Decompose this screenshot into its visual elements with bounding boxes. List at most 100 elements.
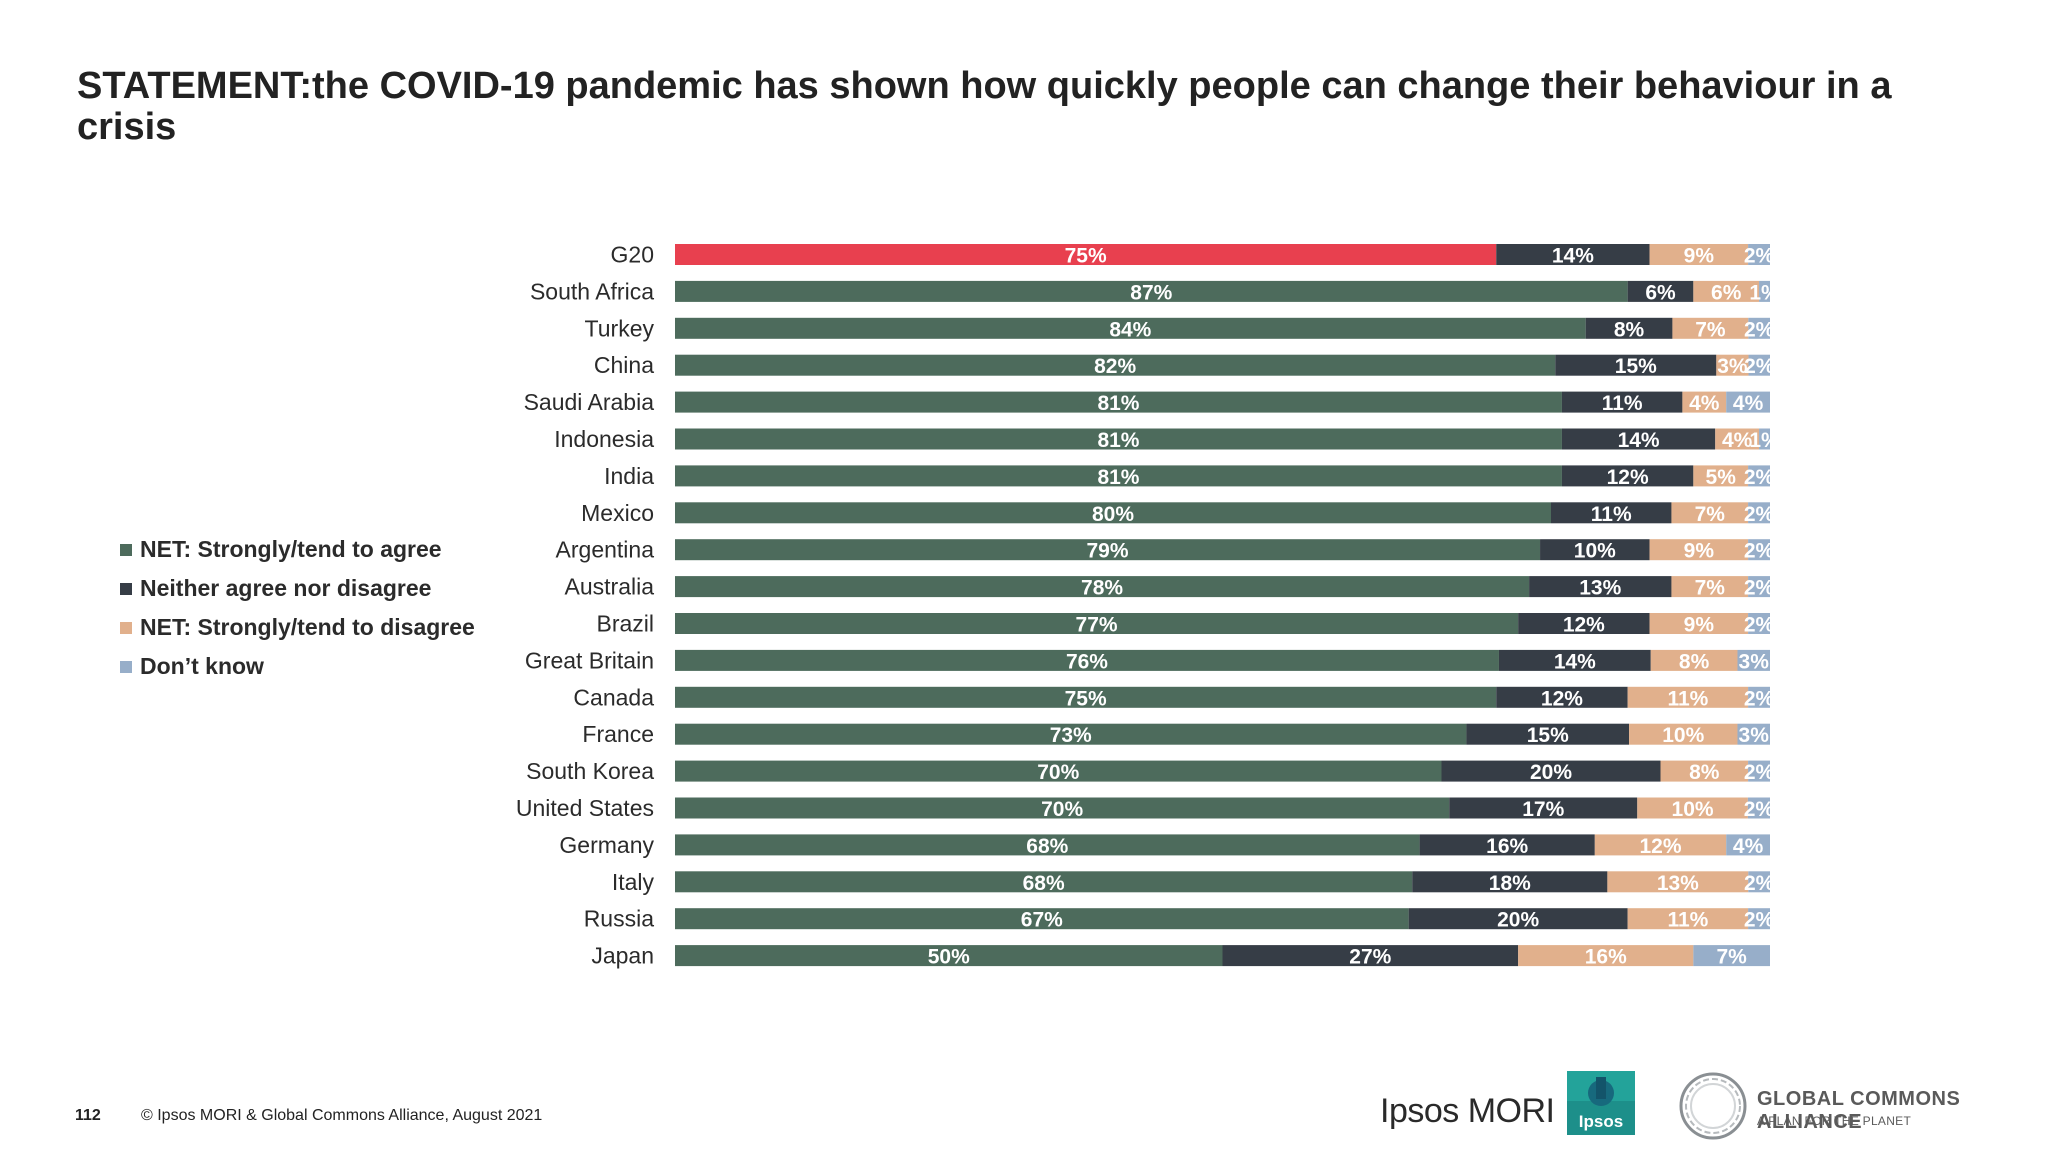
category-label: Great Britain	[525, 647, 654, 673]
value-label: 14%	[1554, 650, 1596, 673]
value-label: 84%	[1109, 318, 1151, 341]
bar-segment	[1441, 760, 1661, 782]
gca-logo-title: GLOBAL COMMONS ALLIANCE	[1757, 1088, 1961, 1133]
value-label: 2%	[1744, 466, 1775, 489]
value-label: 3%	[1739, 724, 1770, 747]
value-label: 87%	[1130, 281, 1172, 304]
value-label: 20%	[1530, 761, 1572, 784]
page-title: STATEMENT:the COVID-19 pandemic has show…	[77, 65, 1892, 148]
bar-segment	[1498, 649, 1651, 671]
legend-label: Neither agree nor disagree	[140, 575, 432, 601]
bar-segment	[1627, 686, 1749, 708]
value-label: 11%	[1591, 503, 1632, 526]
legend-item: NET: Strongly/tend to disagree	[120, 608, 475, 647]
category-label: Germany	[559, 832, 654, 858]
value-label: 2%	[1744, 245, 1775, 268]
bar-segment	[1660, 760, 1749, 782]
value-label: 6%	[1711, 281, 1742, 304]
bar-segment	[1693, 945, 1770, 967]
value-label: 10%	[1672, 798, 1714, 821]
category-label: Turkey	[585, 315, 655, 341]
bar-segment	[1607, 871, 1749, 893]
value-label: 11%	[1667, 687, 1708, 710]
bar-segment	[1748, 317, 1770, 339]
bar-segment	[1672, 317, 1749, 339]
bar-segment	[675, 760, 1442, 782]
legend-swatch	[120, 660, 132, 673]
value-label: 9%	[1684, 540, 1715, 563]
bar-segment	[1748, 539, 1770, 561]
bar-segment	[1716, 354, 1749, 376]
bar-segment	[1748, 908, 1770, 930]
bar-segment	[1671, 576, 1749, 598]
bar-segment	[675, 834, 1420, 856]
bar-segment	[675, 317, 1586, 339]
legend-label: Don’t know	[140, 653, 264, 679]
bar-segment	[1693, 280, 1760, 302]
legend-swatch	[120, 621, 132, 634]
legend-label: NET: Strongly/tend to agree	[140, 536, 442, 562]
value-label: 75%	[1065, 687, 1107, 710]
bar-segment	[675, 244, 1497, 265]
bar-segment	[675, 391, 1562, 413]
value-label: 4%	[1733, 392, 1764, 415]
gca-ring-icon	[1679, 1072, 1747, 1140]
bar-segment	[675, 539, 1541, 561]
category-label: Russia	[584, 906, 655, 932]
bar-segment	[675, 465, 1562, 487]
bar-segment	[1748, 613, 1770, 634]
value-label: 6%	[1645, 281, 1676, 304]
category-label: Brazil	[596, 611, 654, 637]
bar-segment	[1518, 945, 1694, 967]
category-label: India	[604, 463, 654, 489]
bar-segment	[675, 613, 1519, 634]
bar-segment	[1748, 760, 1770, 782]
bar-segment	[1649, 244, 1749, 265]
value-label: 81%	[1097, 392, 1139, 415]
stacked-bar-chart: G20 75% 14% 9% 2% South Africa 87% 6% 6% 1% Turkey…	[515, 241, 1780, 969]
value-label: 2%	[1744, 909, 1775, 932]
legend-item: Don’t know	[120, 647, 475, 686]
value-label: 4%	[1722, 429, 1753, 452]
value-label: 18%	[1489, 872, 1531, 895]
value-label: 14%	[1552, 245, 1594, 268]
category-label: Japan	[591, 943, 654, 969]
value-label: 3%	[1717, 355, 1748, 378]
value-label: 4%	[1689, 392, 1720, 415]
ipsos-logo-icon: Ipsos	[1567, 1071, 1635, 1135]
bar-segment	[1737, 723, 1770, 745]
value-label: 1%	[1749, 281, 1780, 304]
value-label: 2%	[1744, 872, 1775, 895]
bar-segment	[675, 797, 1450, 819]
bar-segment	[1518, 613, 1650, 634]
bar-segment	[675, 576, 1530, 598]
bar-segment	[675, 280, 1628, 302]
value-label: 8%	[1679, 650, 1710, 673]
bar-segment	[1671, 502, 1749, 524]
value-label: 8%	[1689, 761, 1720, 784]
bar-segment	[1629, 723, 1738, 745]
bar-segment	[1419, 834, 1595, 856]
bar-segment	[1748, 244, 1770, 265]
bar-segment	[1561, 428, 1716, 450]
value-label: 77%	[1076, 614, 1118, 637]
legend-item: Neither agree nor disagree	[120, 569, 475, 608]
value-label: 81%	[1097, 466, 1139, 489]
bar-segment	[675, 686, 1497, 708]
value-label: 2%	[1744, 540, 1775, 563]
bar-segment	[1649, 613, 1749, 634]
bar-segment	[1748, 354, 1770, 376]
value-label: 78%	[1081, 577, 1123, 600]
bar-segment	[1627, 908, 1749, 930]
bar-segment	[1637, 797, 1748, 819]
bar-segment	[675, 649, 1499, 671]
category-label: Australia	[565, 574, 655, 600]
legend-label: NET: Strongly/tend to disagree	[140, 614, 475, 640]
value-label: 16%	[1486, 835, 1528, 858]
category-label: Mexico	[581, 500, 654, 526]
value-label: 17%	[1522, 798, 1564, 821]
value-label: 7%	[1716, 946, 1747, 969]
value-label: 10%	[1574, 540, 1616, 563]
category-label: Argentina	[556, 537, 655, 563]
bar-segment	[1408, 908, 1628, 930]
